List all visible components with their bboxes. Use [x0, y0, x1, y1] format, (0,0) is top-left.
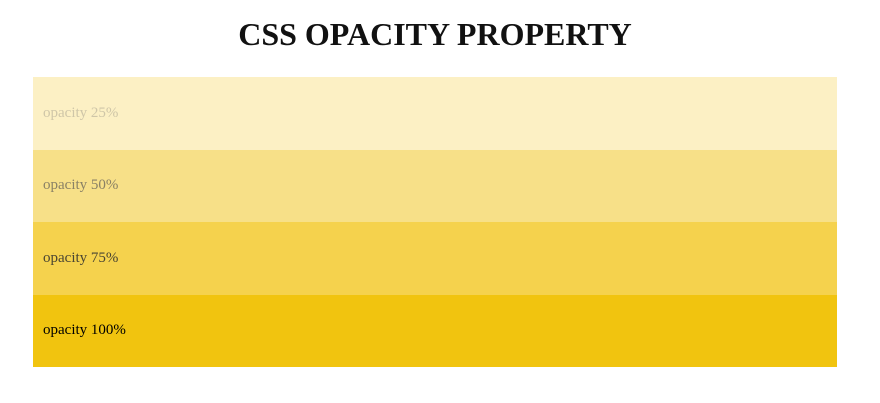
opacity-band-75: opacity 75%	[33, 222, 837, 295]
page-title: CSS OPACITY PROPERTY	[238, 16, 632, 52]
opacity-band-label: opacity 75%	[43, 249, 119, 266]
opacity-band-50: opacity 50%	[33, 149, 837, 222]
opacity-band-25: opacity 25%	[33, 77, 837, 150]
opacity-band-label: opacity 100%	[43, 322, 126, 339]
opacity-band-100: opacity 100%	[33, 294, 837, 367]
opacity-band-stack: opacity 25% opacity 50% opacity 75% opac…	[33, 77, 837, 367]
opacity-band-label: opacity 50%	[43, 177, 119, 194]
opacity-band-label: opacity 25%	[43, 104, 119, 121]
